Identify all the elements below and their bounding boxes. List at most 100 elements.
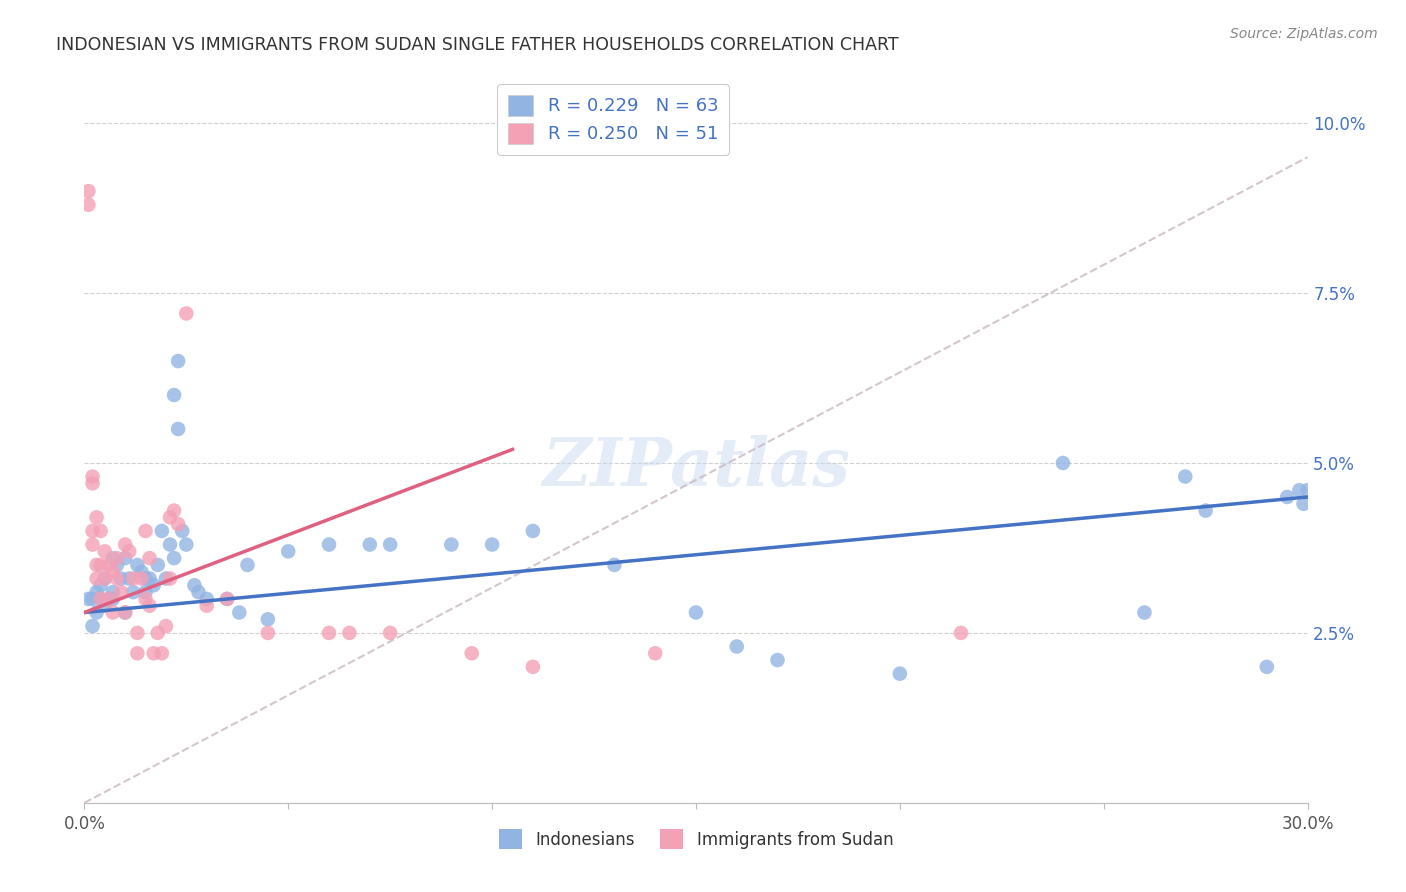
Point: [135, 585, 157, 599]
Point: [172, 524, 194, 538]
Point: [167, 422, 190, 436]
Point: [187, 585, 209, 599]
Legend: Indonesians, Immigrants from Sudan: Indonesians, Immigrants from Sudan: [489, 820, 903, 859]
Point: [138, 551, 160, 566]
Point: [131, 565, 153, 579]
Point: [135, 572, 157, 586]
Point: [114, 606, 136, 620]
Point: [93, 599, 115, 613]
Point: [159, 572, 181, 586]
Point: [101, 565, 124, 579]
Point: [122, 585, 145, 599]
Point: [127, 646, 149, 660]
Point: [766, 653, 789, 667]
Point: [1292, 497, 1315, 511]
Point: [101, 551, 124, 566]
Point: [146, 558, 169, 572]
Point: [155, 619, 177, 633]
Point: [122, 572, 145, 586]
Point: [101, 606, 124, 620]
Point: [82, 619, 104, 633]
Point: [114, 606, 136, 620]
Point: [131, 572, 153, 586]
Point: [522, 524, 544, 538]
Point: [77, 198, 100, 212]
Point: [86, 585, 108, 599]
Point: [93, 572, 115, 586]
Point: [217, 591, 239, 606]
Point: [105, 558, 128, 572]
Point: [155, 572, 177, 586]
Point: [277, 544, 299, 558]
Point: [1133, 606, 1156, 620]
Point: [82, 469, 104, 483]
Point: [110, 572, 132, 586]
Point: [82, 537, 104, 551]
Point: [318, 537, 340, 551]
Point: [1277, 490, 1299, 504]
Point: [90, 591, 112, 606]
Point: [1195, 503, 1218, 517]
Point: [93, 544, 115, 558]
Point: [195, 591, 218, 606]
Point: [167, 354, 190, 368]
Point: [86, 606, 108, 620]
Point: [725, 640, 748, 654]
Point: [90, 558, 112, 572]
Text: ZIPatlas: ZIPatlas: [543, 435, 849, 500]
Point: [159, 537, 181, 551]
Point: [1052, 456, 1074, 470]
Point: [93, 572, 115, 586]
Point: [101, 591, 124, 606]
Point: [86, 510, 108, 524]
Point: [105, 572, 128, 586]
Point: [236, 558, 259, 572]
Point: [257, 612, 280, 626]
Point: [110, 585, 132, 599]
Point: [183, 578, 205, 592]
Point: [522, 660, 544, 674]
Point: [86, 572, 108, 586]
Point: [195, 599, 218, 613]
Point: [481, 537, 503, 551]
Point: [127, 626, 149, 640]
Point: [142, 646, 165, 660]
Point: [380, 626, 402, 640]
Point: [114, 537, 136, 551]
Point: [138, 599, 160, 613]
Text: INDONESIAN VS IMMIGRANTS FROM SUDAN SINGLE FATHER HOUSEHOLDS CORRELATION CHART: INDONESIAN VS IMMIGRANTS FROM SUDAN SING…: [56, 36, 898, 54]
Point: [101, 585, 124, 599]
Point: [97, 591, 120, 606]
Point: [163, 388, 186, 402]
Point: [77, 184, 100, 198]
Point: [135, 524, 157, 538]
Point: [217, 591, 239, 606]
Point: [118, 572, 141, 586]
Point: [163, 503, 186, 517]
Text: Source: ZipAtlas.com: Source: ZipAtlas.com: [1230, 27, 1378, 41]
Point: [380, 537, 402, 551]
Point: [135, 591, 157, 606]
Point: [1256, 660, 1278, 674]
Point: [105, 551, 128, 566]
Point: [163, 551, 186, 566]
Point: [318, 626, 340, 640]
Point: [82, 476, 104, 491]
Point: [174, 537, 197, 551]
Point: [1288, 483, 1310, 498]
Point: [150, 646, 173, 660]
Point: [127, 558, 149, 572]
Point: [142, 578, 165, 592]
Point: [257, 626, 280, 640]
Point: [118, 544, 141, 558]
Point: [114, 551, 136, 566]
Point: [167, 517, 190, 532]
Point: [461, 646, 484, 660]
Point: [603, 558, 626, 572]
Point: [90, 591, 112, 606]
Point: [86, 558, 108, 572]
Point: [146, 626, 169, 640]
Point: [440, 537, 463, 551]
Point: [644, 646, 666, 660]
Point: [150, 524, 173, 538]
